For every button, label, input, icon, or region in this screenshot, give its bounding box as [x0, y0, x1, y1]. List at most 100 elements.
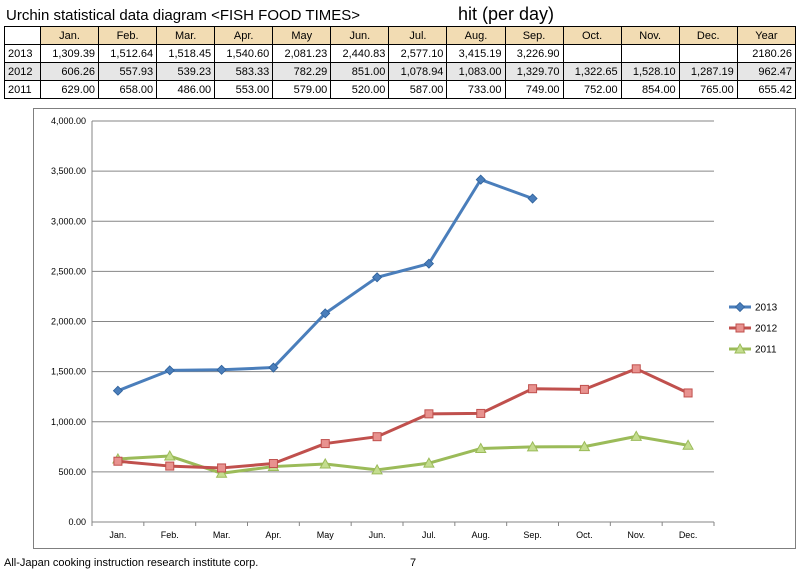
x-tick-label: Sep. — [523, 530, 542, 540]
y-tick-label: 3,000.00 — [51, 216, 86, 226]
series-line — [117, 434, 689, 475]
x-tick-label: Jan. — [109, 530, 126, 540]
title-row: Urchin statistical data diagram <FISH FO… — [4, 4, 796, 26]
x-tick-label: Aug. — [471, 530, 490, 540]
table-cell: 3,415.19 — [446, 44, 506, 63]
table-cell: 539.23 — [156, 62, 216, 81]
legend-label: 2012 — [755, 324, 778, 335]
data-point — [528, 384, 538, 394]
col-header: Jan. — [39, 26, 100, 45]
data-point — [372, 272, 383, 283]
table-cell: 2180.26 — [736, 44, 797, 63]
col-header: Mar. — [156, 26, 216, 45]
table-cell: 2,081.23 — [272, 44, 332, 63]
table-cell: 606.26 — [39, 62, 100, 81]
x-tick-label: May — [317, 530, 335, 540]
table-cell: 2,577.10 — [388, 44, 448, 63]
table-cell: 583.33 — [214, 62, 274, 81]
data-point — [268, 362, 279, 373]
data-point — [526, 440, 539, 452]
chart-svg: 0.00 500.00 1,000.00 1,500.00 2,000.00 2,500.… — [51, 116, 778, 540]
data-point — [579, 384, 589, 394]
data-point — [734, 342, 746, 354]
data-point — [423, 457, 435, 468]
y-tick-label: 0.00 — [68, 517, 86, 527]
table-row: 2011 629.00 658.00 486.00 553.00 579.00 … — [4, 80, 797, 99]
row-year: 2012 — [4, 62, 41, 81]
table-cell: 486.00 — [156, 80, 216, 99]
series-line — [117, 367, 689, 470]
col-header: Feb. — [98, 26, 158, 45]
unit-label: hit (per day) — [458, 4, 555, 24]
table-cell: 1,540.60 — [214, 44, 274, 63]
table-cell: 1,078.94 — [388, 62, 448, 81]
data-point — [578, 440, 591, 452]
data-point — [164, 365, 175, 376]
col-header: Oct. — [562, 26, 622, 45]
table-cell: 782.29 — [272, 62, 332, 81]
table-cell: 749.00 — [504, 80, 564, 99]
page-title: Urchin statistical data diagram <FISH FO… — [6, 7, 361, 24]
table-cell: 1,309.39 — [39, 44, 100, 63]
data-point — [372, 432, 382, 442]
data-table: Jan. Feb. Mar. Apr. May Jun. Jul. Aug. S… — [4, 26, 797, 99]
line-chart: 0.00 500.00 1,000.00 1,500.00 2,000.00 2,500.… — [33, 108, 796, 549]
row-year: 2013 — [4, 44, 41, 63]
data-point — [527, 193, 538, 204]
table-row: 2012 606.26 557.93 539.23 583.33 782.29 … — [4, 62, 797, 81]
table-cell — [620, 44, 680, 63]
data-point — [217, 463, 227, 473]
data-point — [683, 388, 693, 398]
col-header: Apr. — [214, 26, 274, 45]
table-cell: 1,518.45 — [156, 44, 216, 63]
y-tick-label: 4,000.00 — [51, 116, 86, 126]
table-cell: 752.00 — [562, 80, 622, 99]
col-header: Dec. — [678, 26, 738, 45]
table-cell: 1,287.19 — [678, 62, 738, 81]
x-tick-label: Jun. — [369, 530, 386, 540]
table-cell: 854.00 — [620, 80, 680, 99]
table-cell: 557.93 — [98, 62, 158, 81]
data-point — [476, 408, 486, 418]
col-header: Sep. — [504, 26, 564, 45]
table-cell: 1,512.64 — [98, 44, 158, 63]
data-point — [216, 364, 227, 375]
table-cell — [562, 44, 622, 63]
data-point — [320, 439, 330, 449]
data-point — [268, 459, 278, 469]
data-point — [165, 461, 175, 471]
footer-company: All-Japan cooking instruction research i… — [4, 557, 259, 569]
data-point — [631, 364, 641, 374]
x-tick-label: Oct. — [576, 530, 593, 540]
x-tick-label: Dec. — [679, 530, 698, 540]
data-point — [423, 258, 434, 269]
data-point — [424, 409, 434, 419]
y-tick-label: 500.00 — [58, 467, 86, 477]
table-cell: 587.00 — [388, 80, 448, 99]
y-tick-label: 2,500.00 — [51, 266, 86, 276]
data-point — [112, 385, 123, 396]
legend-label: 2013 — [755, 303, 778, 314]
col-header: Jul. — [388, 26, 448, 45]
data-point — [319, 457, 332, 469]
data-point — [735, 323, 745, 333]
data-point — [475, 174, 486, 185]
table-cell: 851.00 — [330, 62, 390, 81]
table-cell: 553.00 — [214, 80, 274, 99]
x-tick-label: Jul. — [422, 530, 436, 540]
col-header: May — [272, 26, 332, 45]
y-tick-label: 1,000.00 — [51, 417, 86, 427]
x-tick-label: Nov. — [627, 530, 645, 540]
data-point — [320, 308, 331, 319]
table-cell: 520.00 — [330, 80, 390, 99]
table-cell: 733.00 — [446, 80, 506, 99]
data-point — [371, 463, 383, 475]
table-corner — [4, 26, 41, 45]
table-cell: 1,528.10 — [620, 62, 680, 81]
table-cell: 1,083.00 — [446, 62, 506, 81]
table-cell: 579.00 — [272, 80, 332, 99]
table-cell: 962.47 — [736, 62, 797, 81]
table-cell: 1,329.70 — [504, 62, 564, 81]
data-point — [215, 467, 228, 478]
page-number: 7 — [410, 557, 417, 569]
